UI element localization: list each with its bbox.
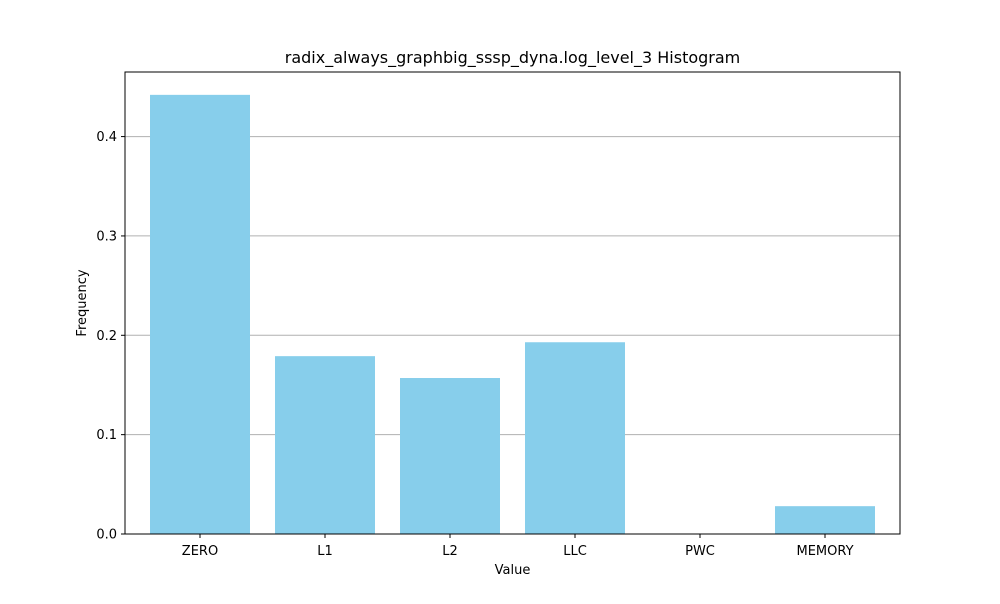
x-tick-label: PWC	[685, 544, 715, 559]
x-axis-ticks: ZERO L1 L2 LLC PWC MEMORY	[182, 534, 854, 559]
bar-l2	[400, 378, 500, 534]
x-tick-label: L2	[442, 544, 458, 559]
x-tick-label: MEMORY	[796, 544, 853, 559]
bar-zero	[150, 94, 250, 534]
x-tick-label: LLC	[563, 544, 587, 559]
y-tick-label: 0.0	[96, 528, 117, 543]
bars	[150, 94, 875, 534]
bar-memory	[775, 506, 875, 534]
y-tick-label: 0.1	[96, 428, 117, 443]
y-tick-label: 0.2	[96, 329, 117, 344]
x-tick-label: L1	[317, 544, 333, 559]
y-tick-label: 0.4	[96, 130, 117, 145]
plot-frame	[124, 71, 901, 535]
y-axis-label: Frequency	[75, 269, 90, 336]
bar-l1	[275, 356, 375, 534]
chart-title: radix_always_graphbig_sssp_dyna.log_leve…	[285, 48, 741, 68]
bar-llc	[525, 342, 625, 534]
y-tick-label: 0.3	[96, 229, 117, 244]
y-axis-ticks: 0.0 0.1 0.2 0.3 0.4	[96, 130, 125, 543]
x-tick-label: ZERO	[182, 544, 218, 559]
grid-lines	[125, 136, 900, 436]
x-axis-label: Value	[495, 563, 531, 578]
